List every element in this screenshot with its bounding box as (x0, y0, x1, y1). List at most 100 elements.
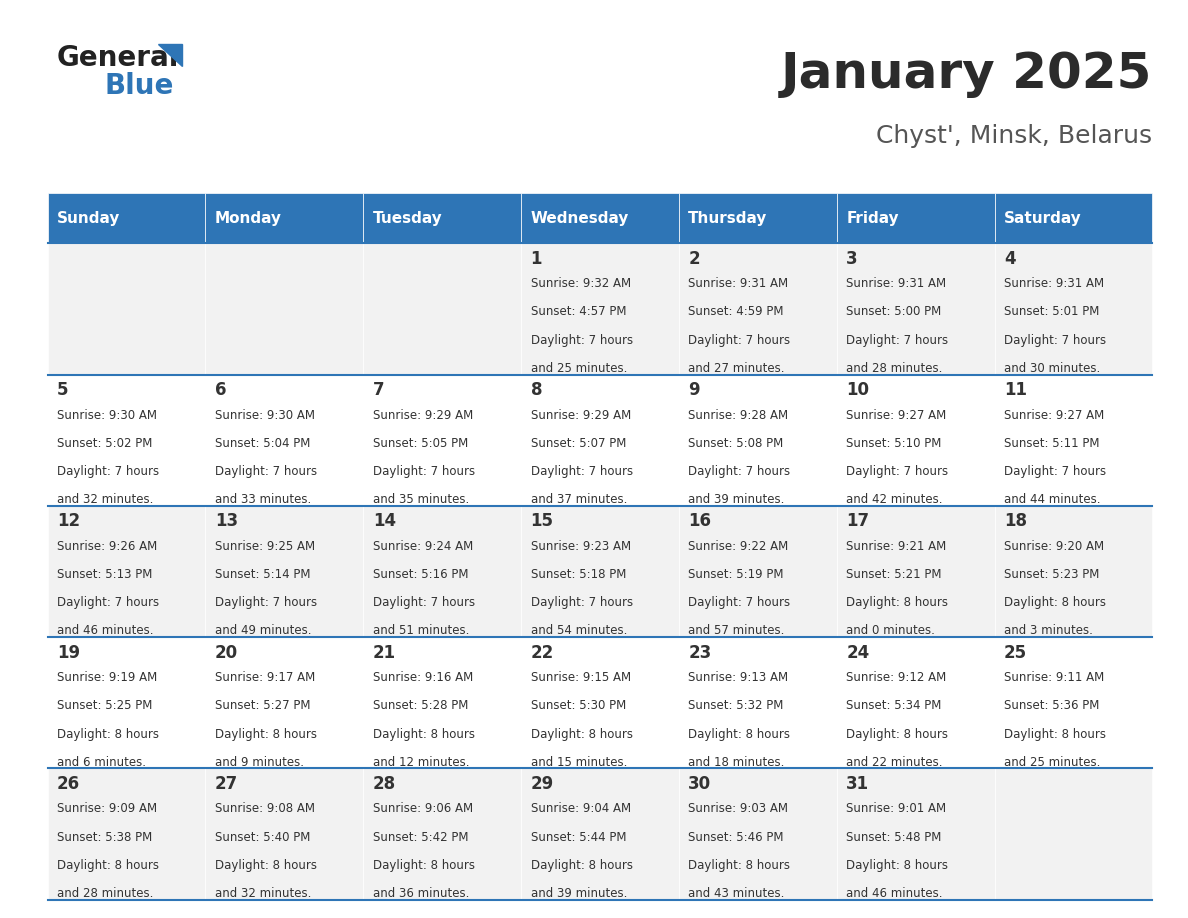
Text: Daylight: 7 hours: Daylight: 7 hours (1004, 465, 1106, 478)
Text: Sunset: 5:14 PM: Sunset: 5:14 PM (215, 568, 310, 581)
Text: and 35 minutes.: and 35 minutes. (373, 493, 469, 506)
Text: 15: 15 (531, 512, 554, 531)
Bar (836, 637, 994, 768)
Text: Sunrise: 9:01 AM: Sunrise: 9:01 AM (846, 802, 947, 815)
Text: Sunrise: 9:28 AM: Sunrise: 9:28 AM (688, 409, 789, 421)
Text: and 32 minutes.: and 32 minutes. (215, 887, 311, 900)
Text: Daylight: 7 hours: Daylight: 7 hours (373, 596, 475, 610)
Text: Daylight: 7 hours: Daylight: 7 hours (215, 465, 317, 478)
Bar (678, 243, 836, 375)
Bar (836, 375, 994, 506)
Text: and 43 minutes.: and 43 minutes. (688, 887, 785, 900)
Text: Sunrise: 9:29 AM: Sunrise: 9:29 AM (373, 409, 473, 421)
Text: 11: 11 (1004, 381, 1028, 399)
Text: Daylight: 8 hours: Daylight: 8 hours (846, 858, 948, 872)
Text: Daylight: 7 hours: Daylight: 7 hours (846, 333, 948, 347)
Text: and 22 minutes.: and 22 minutes. (846, 756, 943, 768)
Text: Sunrise: 9:08 AM: Sunrise: 9:08 AM (215, 802, 315, 815)
Text: and 32 minutes.: and 32 minutes. (57, 493, 153, 506)
Text: 16: 16 (688, 512, 712, 531)
Bar (994, 193, 1152, 243)
Text: 26: 26 (57, 775, 80, 793)
Text: 18: 18 (1004, 512, 1028, 531)
Text: Daylight: 8 hours: Daylight: 8 hours (57, 727, 159, 741)
Bar (522, 768, 678, 900)
Text: Sunrise: 9:21 AM: Sunrise: 9:21 AM (846, 540, 947, 553)
Text: 14: 14 (373, 512, 396, 531)
Text: Sunrise: 9:06 AM: Sunrise: 9:06 AM (373, 802, 473, 815)
Text: Monday: Monday (215, 210, 282, 226)
Bar (994, 506, 1152, 637)
Text: Daylight: 8 hours: Daylight: 8 hours (846, 596, 948, 610)
Text: Sunset: 5:18 PM: Sunset: 5:18 PM (531, 568, 626, 581)
Text: 24: 24 (846, 644, 870, 662)
Text: Sunrise: 9:32 AM: Sunrise: 9:32 AM (531, 277, 631, 290)
Bar (206, 637, 364, 768)
Text: and 37 minutes.: and 37 minutes. (531, 493, 627, 506)
Text: General: General (57, 44, 179, 73)
Text: 8: 8 (531, 381, 542, 399)
Bar (836, 243, 994, 375)
Text: Tuesday: Tuesday (373, 210, 442, 226)
Bar (678, 768, 836, 900)
Text: and 6 minutes.: and 6 minutes. (57, 756, 146, 768)
Bar (206, 243, 364, 375)
Text: Sunset: 4:59 PM: Sunset: 4:59 PM (688, 306, 784, 319)
Text: Sunrise: 9:20 AM: Sunrise: 9:20 AM (1004, 540, 1104, 553)
Text: and 0 minutes.: and 0 minutes. (846, 624, 935, 637)
Text: Sunrise: 9:22 AM: Sunrise: 9:22 AM (688, 540, 789, 553)
Text: Sunset: 5:40 PM: Sunset: 5:40 PM (215, 831, 310, 844)
Text: Sunrise: 9:09 AM: Sunrise: 9:09 AM (57, 802, 157, 815)
Text: Daylight: 8 hours: Daylight: 8 hours (215, 727, 317, 741)
Text: Daylight: 8 hours: Daylight: 8 hours (215, 858, 317, 872)
Text: Sunset: 5:13 PM: Sunset: 5:13 PM (57, 568, 152, 581)
Text: and 3 minutes.: and 3 minutes. (1004, 624, 1093, 637)
Bar (522, 375, 678, 506)
Text: and 44 minutes.: and 44 minutes. (1004, 493, 1100, 506)
Text: Friday: Friday (846, 210, 899, 226)
Bar (48, 193, 206, 243)
Text: Sunrise: 9:12 AM: Sunrise: 9:12 AM (846, 671, 947, 684)
Text: and 25 minutes.: and 25 minutes. (1004, 756, 1100, 768)
Bar (206, 768, 364, 900)
Text: 13: 13 (215, 512, 238, 531)
Bar (364, 637, 522, 768)
Text: Sunrise: 9:23 AM: Sunrise: 9:23 AM (531, 540, 631, 553)
Text: Sunrise: 9:27 AM: Sunrise: 9:27 AM (846, 409, 947, 421)
Text: Sunset: 5:46 PM: Sunset: 5:46 PM (688, 831, 784, 844)
Text: 1: 1 (531, 250, 542, 268)
Bar (364, 768, 522, 900)
Text: Daylight: 8 hours: Daylight: 8 hours (57, 858, 159, 872)
Text: Daylight: 8 hours: Daylight: 8 hours (1004, 596, 1106, 610)
Bar (206, 193, 364, 243)
Text: Daylight: 7 hours: Daylight: 7 hours (531, 333, 633, 347)
Text: Daylight: 7 hours: Daylight: 7 hours (215, 596, 317, 610)
Text: Daylight: 7 hours: Daylight: 7 hours (531, 596, 633, 610)
Text: Sunrise: 9:04 AM: Sunrise: 9:04 AM (531, 802, 631, 815)
Text: Sunday: Sunday (57, 210, 120, 226)
Polygon shape (158, 44, 182, 66)
Text: Sunset: 4:57 PM: Sunset: 4:57 PM (531, 306, 626, 319)
Text: Daylight: 8 hours: Daylight: 8 hours (688, 858, 790, 872)
Text: Sunset: 5:30 PM: Sunset: 5:30 PM (531, 700, 626, 712)
Text: Sunset: 5:08 PM: Sunset: 5:08 PM (688, 437, 784, 450)
Text: Sunrise: 9:19 AM: Sunrise: 9:19 AM (57, 671, 157, 684)
Text: Sunrise: 9:29 AM: Sunrise: 9:29 AM (531, 409, 631, 421)
Text: Sunset: 5:07 PM: Sunset: 5:07 PM (531, 437, 626, 450)
Text: Daylight: 8 hours: Daylight: 8 hours (531, 727, 632, 741)
Text: Sunset: 5:28 PM: Sunset: 5:28 PM (373, 700, 468, 712)
Text: and 46 minutes.: and 46 minutes. (57, 624, 153, 637)
Text: and 39 minutes.: and 39 minutes. (688, 493, 785, 506)
Text: and 15 minutes.: and 15 minutes. (531, 756, 627, 768)
Bar (678, 637, 836, 768)
Text: 10: 10 (846, 381, 870, 399)
Text: 23: 23 (688, 644, 712, 662)
Text: Daylight: 7 hours: Daylight: 7 hours (531, 465, 633, 478)
Text: Daylight: 8 hours: Daylight: 8 hours (373, 858, 475, 872)
Bar (678, 506, 836, 637)
Bar (836, 506, 994, 637)
Bar (994, 243, 1152, 375)
Text: 30: 30 (688, 775, 712, 793)
Bar (994, 637, 1152, 768)
Text: 31: 31 (846, 775, 870, 793)
